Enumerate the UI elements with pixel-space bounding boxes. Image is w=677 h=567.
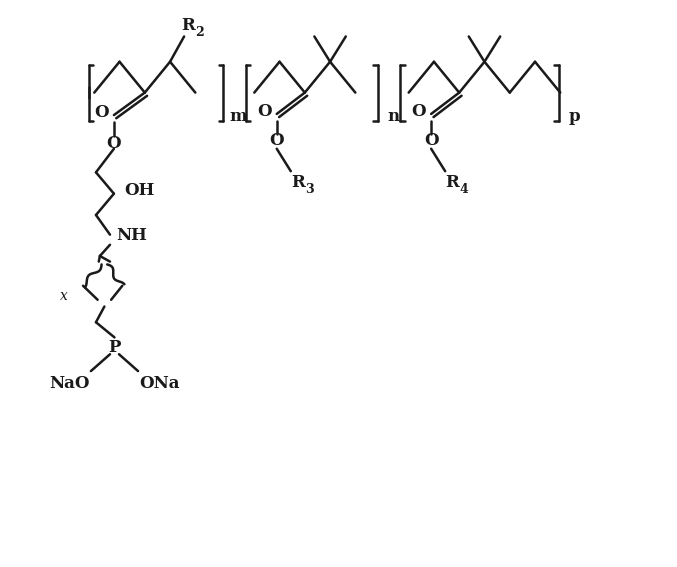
Text: O: O <box>269 132 284 149</box>
Text: 3: 3 <box>305 183 313 196</box>
Text: NH: NH <box>116 227 148 244</box>
Text: R: R <box>445 174 460 191</box>
Text: R: R <box>291 174 305 191</box>
Text: O: O <box>94 104 109 121</box>
Text: O: O <box>424 132 439 149</box>
Text: P: P <box>108 339 121 356</box>
Text: m: m <box>230 108 247 125</box>
Text: O: O <box>257 103 271 120</box>
Text: n: n <box>387 108 399 125</box>
Text: 2: 2 <box>195 26 204 39</box>
Text: O: O <box>412 103 426 120</box>
Text: ONa: ONa <box>139 375 179 392</box>
Text: p: p <box>569 108 580 125</box>
Text: R: R <box>181 17 195 33</box>
Text: O: O <box>106 134 121 151</box>
Text: NaO: NaO <box>49 375 90 392</box>
Text: x: x <box>60 289 67 303</box>
Text: OH: OH <box>124 183 154 200</box>
Text: 4: 4 <box>459 183 468 196</box>
